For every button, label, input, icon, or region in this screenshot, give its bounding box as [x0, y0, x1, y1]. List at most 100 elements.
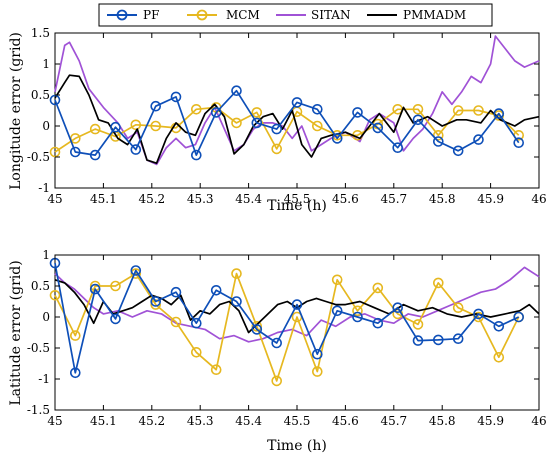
- latitude-mcm-point: [352, 305, 363, 317]
- legend-entry-pmmadm: PMMADM: [367, 8, 466, 22]
- latitude-pf-point: [392, 302, 404, 314]
- latitude-mcm-point: [170, 316, 182, 328]
- latitude-pf-point: [513, 311, 525, 323]
- longitude-ytick-label: 1.5: [31, 26, 50, 40]
- longitude-pf-point: [513, 137, 525, 148]
- longitude-pmmadm-line: [54, 74, 540, 165]
- latitude-xtick-label: 45.9: [477, 414, 504, 428]
- longitude-xtick-label: 45.3: [187, 192, 214, 206]
- latitude-mcm-point: [372, 282, 384, 294]
- latitude-ticks: 45 45.1 45.2 45.3 45.4 45.5 45.6 45.7 45.8 45.9 46…: [27, 248, 547, 428]
- latitude-xtick-label: 45: [47, 414, 62, 428]
- latitude-xtick-label: 45.5: [284, 414, 311, 428]
- longitude-sitan-line: [54, 35, 540, 166]
- longitude-pf-point: [70, 146, 81, 158]
- latitude-mcm-point: [191, 346, 202, 358]
- latitude-pf-point: [170, 286, 182, 298]
- longitude-mcm-point: [271, 143, 283, 155]
- latitude-ytick-label: 0: [42, 310, 50, 324]
- latitude-pf-point: [89, 283, 101, 295]
- latitude-pf-point: [311, 348, 323, 360]
- longitude-xtick-label: 45.5: [284, 192, 311, 206]
- latitude-xtick-label: 45.7: [380, 414, 407, 428]
- latitude-pf-point: [412, 335, 424, 346]
- longitude-ytick-label: 0: [42, 119, 50, 133]
- latitude-pf-point: [231, 296, 242, 307]
- latitude-pf-point: [70, 367, 81, 379]
- latitude-mcm-point: [311, 366, 323, 377]
- longitude-mcm-point: [89, 123, 101, 135]
- longitude-ytick-label: -0.5: [27, 150, 50, 164]
- latitude-mcm-point: [231, 268, 242, 279]
- longitude-pf-point: [311, 104, 323, 115]
- latitude-xlabel: Time (h): [267, 438, 327, 454]
- longitude-pf-point: [271, 123, 283, 135]
- longitude-pf-point: [412, 114, 424, 126]
- longitude-xtick-label: 45.1: [90, 192, 117, 206]
- longitude-mcm-point: [231, 117, 242, 129]
- longitude-xtick-label: 45.8: [429, 192, 456, 206]
- longitude-xtick-label: 45.2: [138, 192, 165, 206]
- latitude-axes-box: [54, 254, 540, 411]
- longitude-ytick-label: -1: [38, 181, 50, 195]
- longitude-mcm-point: [412, 104, 424, 115]
- latitude-mcm-point: [130, 268, 142, 279]
- latitude-pf-point: [352, 311, 363, 323]
- longitude-pf-point: [251, 117, 263, 129]
- longitude-pf-point: [291, 97, 303, 108]
- longitude-xtick-label: 45.9: [477, 192, 504, 206]
- latitude-pf-point: [372, 317, 384, 329]
- latitude-mcm-point: [110, 280, 121, 292]
- longitude-pf-point: [372, 122, 384, 134]
- latitude-pf-point: [473, 308, 484, 320]
- longitude-pf-point: [130, 144, 142, 155]
- longitude-pf-point: [352, 107, 363, 118]
- latitude-xtick-label: 45.4: [235, 414, 262, 428]
- latitude-pf-point: [210, 284, 222, 296]
- latitude-mcm-point: [70, 330, 81, 341]
- longitude-ticks: 45 45.1 45.2 45.3 45.4 45.5 45.6 45.7 45.8 45.9 46…: [27, 26, 547, 206]
- legend-entry-sitan: SITAN: [276, 8, 350, 22]
- latitude-xtick-label: 45.2: [138, 414, 165, 428]
- longitude-mcm-point: [452, 105, 464, 116]
- longitude-ylabel: Longitude error (grid): [8, 32, 24, 190]
- longitude-xlabel: Time (h): [267, 198, 327, 214]
- longitude-xtick-label: 46: [531, 192, 546, 206]
- legend-mcm-marker: [196, 9, 208, 21]
- latitude-pf-point: [251, 324, 263, 335]
- longitude-pf-point: [493, 108, 505, 119]
- longitude-mcm-point: [311, 120, 323, 132]
- legend-entry-mcm: MCM: [187, 8, 260, 22]
- latitude-xtick-label: 46: [531, 414, 546, 428]
- longitude-mcm-point: [251, 107, 263, 118]
- longitude-mcm-point: [150, 120, 161, 132]
- latitude-pf-point: [110, 313, 121, 325]
- longitude-mcm-point: [473, 105, 484, 116]
- legend-mcm-label: MCM: [226, 8, 260, 22]
- longitude-pf-point: [331, 133, 343, 144]
- longitude-pf-point: [231, 85, 242, 96]
- latitude-pf-point: [493, 320, 505, 332]
- longitude-panel: 45 45.1 45.2 45.3 45.4 45.5 45.6 45.7 45.8 45.9 46…: [8, 26, 547, 214]
- longitude-xtick-label: 45: [47, 192, 62, 206]
- latitude-mcm-point: [331, 274, 343, 286]
- latitude-pf-line: [54, 262, 520, 374]
- latitude-ytick-label: -0.5: [27, 341, 50, 355]
- longitude-pf-point: [110, 121, 121, 133]
- latitude-pf-point: [331, 305, 343, 317]
- latitude-mcm-point: [271, 375, 283, 387]
- legend: PF MCM SITAN PMMADM: [98, 3, 493, 27]
- latitude-mcm-point: [452, 302, 464, 314]
- latitude-pmmadm-line: [54, 278, 540, 334]
- latitude-pf-point: [271, 337, 283, 349]
- latitude-pf-point: [291, 299, 303, 310]
- longitude-series: [49, 35, 540, 166]
- latitude-pf-point: [130, 265, 142, 276]
- latitude-pf-point: [432, 334, 444, 346]
- latitude-xtick-label: 45.6: [332, 414, 359, 428]
- latitude-xtick-label: 45.3: [187, 414, 214, 428]
- latitude-mcm-point: [432, 277, 444, 289]
- latitude-ytick-label: 0.5: [31, 279, 50, 293]
- longitude-pf-point: [170, 91, 182, 103]
